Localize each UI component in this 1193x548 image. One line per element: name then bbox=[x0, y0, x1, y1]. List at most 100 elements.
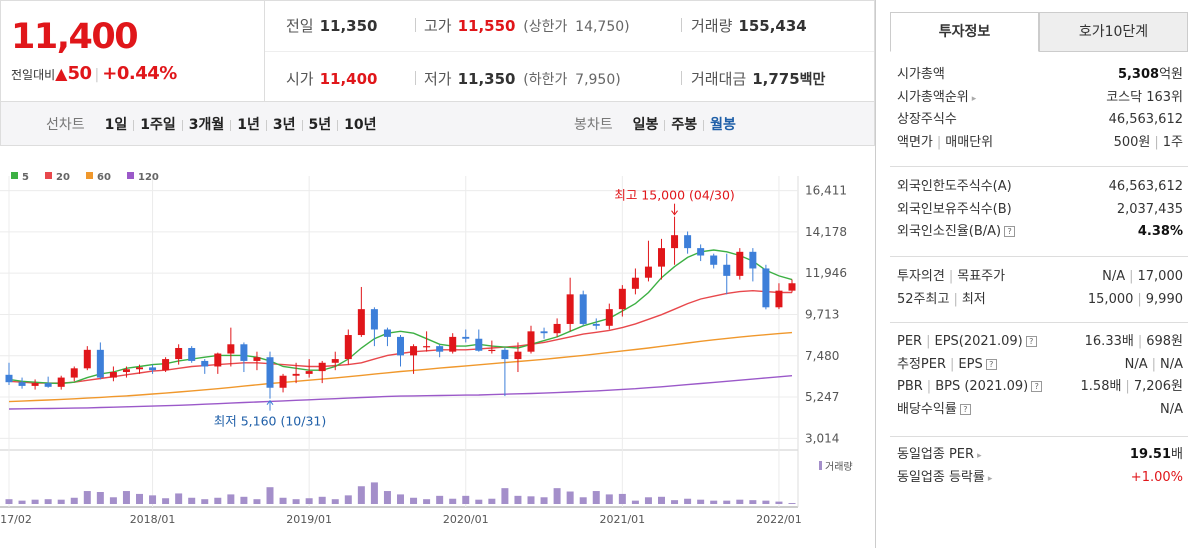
candle-body bbox=[5, 374, 13, 383]
est-eps-text: EPS bbox=[958, 356, 983, 372]
legend-swatch bbox=[127, 172, 134, 179]
help-icon[interactable]: ? bbox=[1004, 226, 1016, 237]
cell-divider bbox=[681, 71, 682, 85]
candle-body bbox=[70, 368, 78, 378]
pipe-divider: | bbox=[1137, 334, 1143, 349]
candle-body bbox=[736, 251, 744, 276]
volume-bar bbox=[697, 499, 705, 504]
est-per-row: 추정PER | EPS? N/A | N/A bbox=[897, 354, 1183, 377]
candles bbox=[5, 216, 796, 399]
industry-rate-row[interactable]: 동일업종 등락률 ▸ +1.00% bbox=[897, 467, 1183, 490]
volume-bar bbox=[318, 496, 326, 504]
period-3y-button[interactable]: 3년 bbox=[272, 117, 296, 133]
divider bbox=[301, 119, 303, 131]
monthly-candle-button[interactable]: 월봉 bbox=[710, 117, 736, 133]
industry-rate-value: +1.00% bbox=[1130, 469, 1183, 485]
stock-candle-chart[interactable]: 16,411 14,178 11,946 9,713 7,480 5,247 3,014 20… bbox=[0, 146, 875, 548]
min-arrow-head bbox=[266, 399, 274, 405]
pipe-divider: | bbox=[1125, 379, 1130, 394]
help-icon[interactable]: ? bbox=[1025, 336, 1037, 347]
foreign-hold-value: 2,037,435 bbox=[1116, 201, 1183, 217]
weekly-candle-button[interactable]: 주봉 bbox=[671, 117, 698, 133]
volume-bar bbox=[149, 495, 157, 504]
est-per-text: 추정PER bbox=[897, 356, 947, 372]
market-cap-rank-row[interactable]: 시가총액순위 ▸ 코스닥 163위 bbox=[897, 87, 1183, 110]
candle-body bbox=[214, 353, 222, 367]
volume-bar bbox=[605, 494, 613, 504]
help-icon[interactable]: ? bbox=[985, 358, 997, 370]
candle-body bbox=[462, 336, 470, 339]
x-tick-label: 2022/01 bbox=[756, 513, 802, 526]
x-tick-label: 2021/01 bbox=[599, 513, 645, 526]
volume-bar bbox=[684, 498, 692, 504]
per-text: PER bbox=[897, 334, 923, 349]
tab-underline bbox=[1039, 51, 1188, 52]
candle-body bbox=[109, 372, 117, 378]
period-1w-button[interactable]: 1주일 bbox=[140, 117, 176, 133]
trade-amount-value: 1,775 bbox=[752, 70, 800, 88]
current-price: 11,400 bbox=[11, 17, 139, 57]
prev-close: 전일 11,350 bbox=[286, 15, 378, 36]
pbr-number: 1.58배 bbox=[1080, 379, 1122, 394]
volume-bar bbox=[436, 495, 444, 504]
y-tick-label: 14,178 bbox=[805, 225, 847, 239]
divider bbox=[703, 119, 705, 131]
pipe-divider: | bbox=[1129, 269, 1134, 284]
period-1y-button[interactable]: 1년 bbox=[237, 117, 260, 133]
volume-bar bbox=[527, 496, 535, 504]
volume-bar bbox=[710, 500, 718, 504]
market-cap-rank-text: 시가총액순위 bbox=[897, 89, 969, 105]
market-cap-number: 5,308 bbox=[1117, 67, 1160, 82]
y-tick-label: 9,713 bbox=[805, 307, 839, 321]
high-label: 고가 bbox=[424, 17, 452, 35]
candle-body bbox=[331, 359, 339, 363]
trade-amount: 거래대금 1,775백만 bbox=[691, 68, 825, 89]
candle-body bbox=[370, 309, 378, 330]
candle-body bbox=[31, 383, 39, 386]
candle-body bbox=[357, 309, 365, 336]
industry-per-row[interactable]: 동일업종 PER ▸ 19.51배 bbox=[897, 444, 1183, 467]
candle-body bbox=[644, 266, 652, 278]
pipe-divider: | bbox=[950, 356, 955, 372]
change-label: 전일대비 bbox=[11, 68, 56, 82]
opinion-label: 투자의견 | 목표주가 bbox=[897, 266, 1005, 289]
volume-bar bbox=[18, 500, 26, 504]
pbr-value: 1.58배 | 7,206원 bbox=[1081, 376, 1183, 399]
volume-bar bbox=[501, 488, 509, 504]
volume-bar bbox=[736, 499, 744, 504]
period-3m-button[interactable]: 3개월 bbox=[188, 117, 225, 133]
volume-bar bbox=[240, 496, 248, 504]
legend-swatch bbox=[86, 172, 93, 179]
industry-per-value: 19.51배 bbox=[1130, 444, 1183, 467]
market-cap-unit: 억원 bbox=[1159, 67, 1183, 82]
help-icon[interactable]: ? bbox=[959, 403, 971, 415]
tab-invest-info[interactable]: 투자정보 bbox=[890, 12, 1039, 52]
min-price-annotation: 최저 5,160 (10/31) bbox=[214, 414, 327, 429]
candle-body bbox=[18, 382, 26, 386]
pipe-divider: | bbox=[953, 291, 958, 307]
candle-body bbox=[553, 323, 561, 334]
period-10y-button[interactable]: 10년 bbox=[344, 117, 377, 133]
chevron-right-icon: ▸ bbox=[971, 93, 977, 104]
moving-average-ma120 bbox=[8, 375, 793, 410]
candle-body bbox=[227, 344, 235, 354]
volume-bar bbox=[658, 496, 665, 504]
industry-rate-label[interactable]: 동일업종 등락률 ▸ bbox=[897, 467, 992, 491]
volume-bar bbox=[671, 500, 679, 504]
industry-per-label[interactable]: 동일업종 PER ▸ bbox=[897, 444, 982, 468]
period-5y-button[interactable]: 5년 bbox=[308, 117, 332, 133]
low-value: 11,350 bbox=[457, 70, 516, 88]
volume-bar bbox=[266, 487, 274, 504]
market-cap-rank-label[interactable]: 시가총액순위 ▸ bbox=[897, 87, 976, 111]
pbr-text: PBR bbox=[897, 379, 923, 394]
y-tick-label: 3,014 bbox=[805, 431, 839, 445]
x-tick-label: 2018/01 bbox=[130, 513, 176, 526]
help-icon[interactable]: ? bbox=[1031, 381, 1043, 392]
info-section-foreign: 외국인한도주식수(A) 46,563,612 외국인보유주식수(B) 2,037… bbox=[897, 176, 1183, 244]
tab-order-book[interactable]: 호가10단계 bbox=[1039, 12, 1188, 52]
daily-candle-button[interactable]: 일봉 bbox=[632, 117, 659, 133]
candle-body bbox=[423, 346, 431, 348]
eps-number: 698원 bbox=[1146, 334, 1183, 349]
period-1d-button[interactable]: 1일 bbox=[104, 117, 128, 133]
par-label: 액면가 | 매매단위 bbox=[897, 132, 993, 155]
